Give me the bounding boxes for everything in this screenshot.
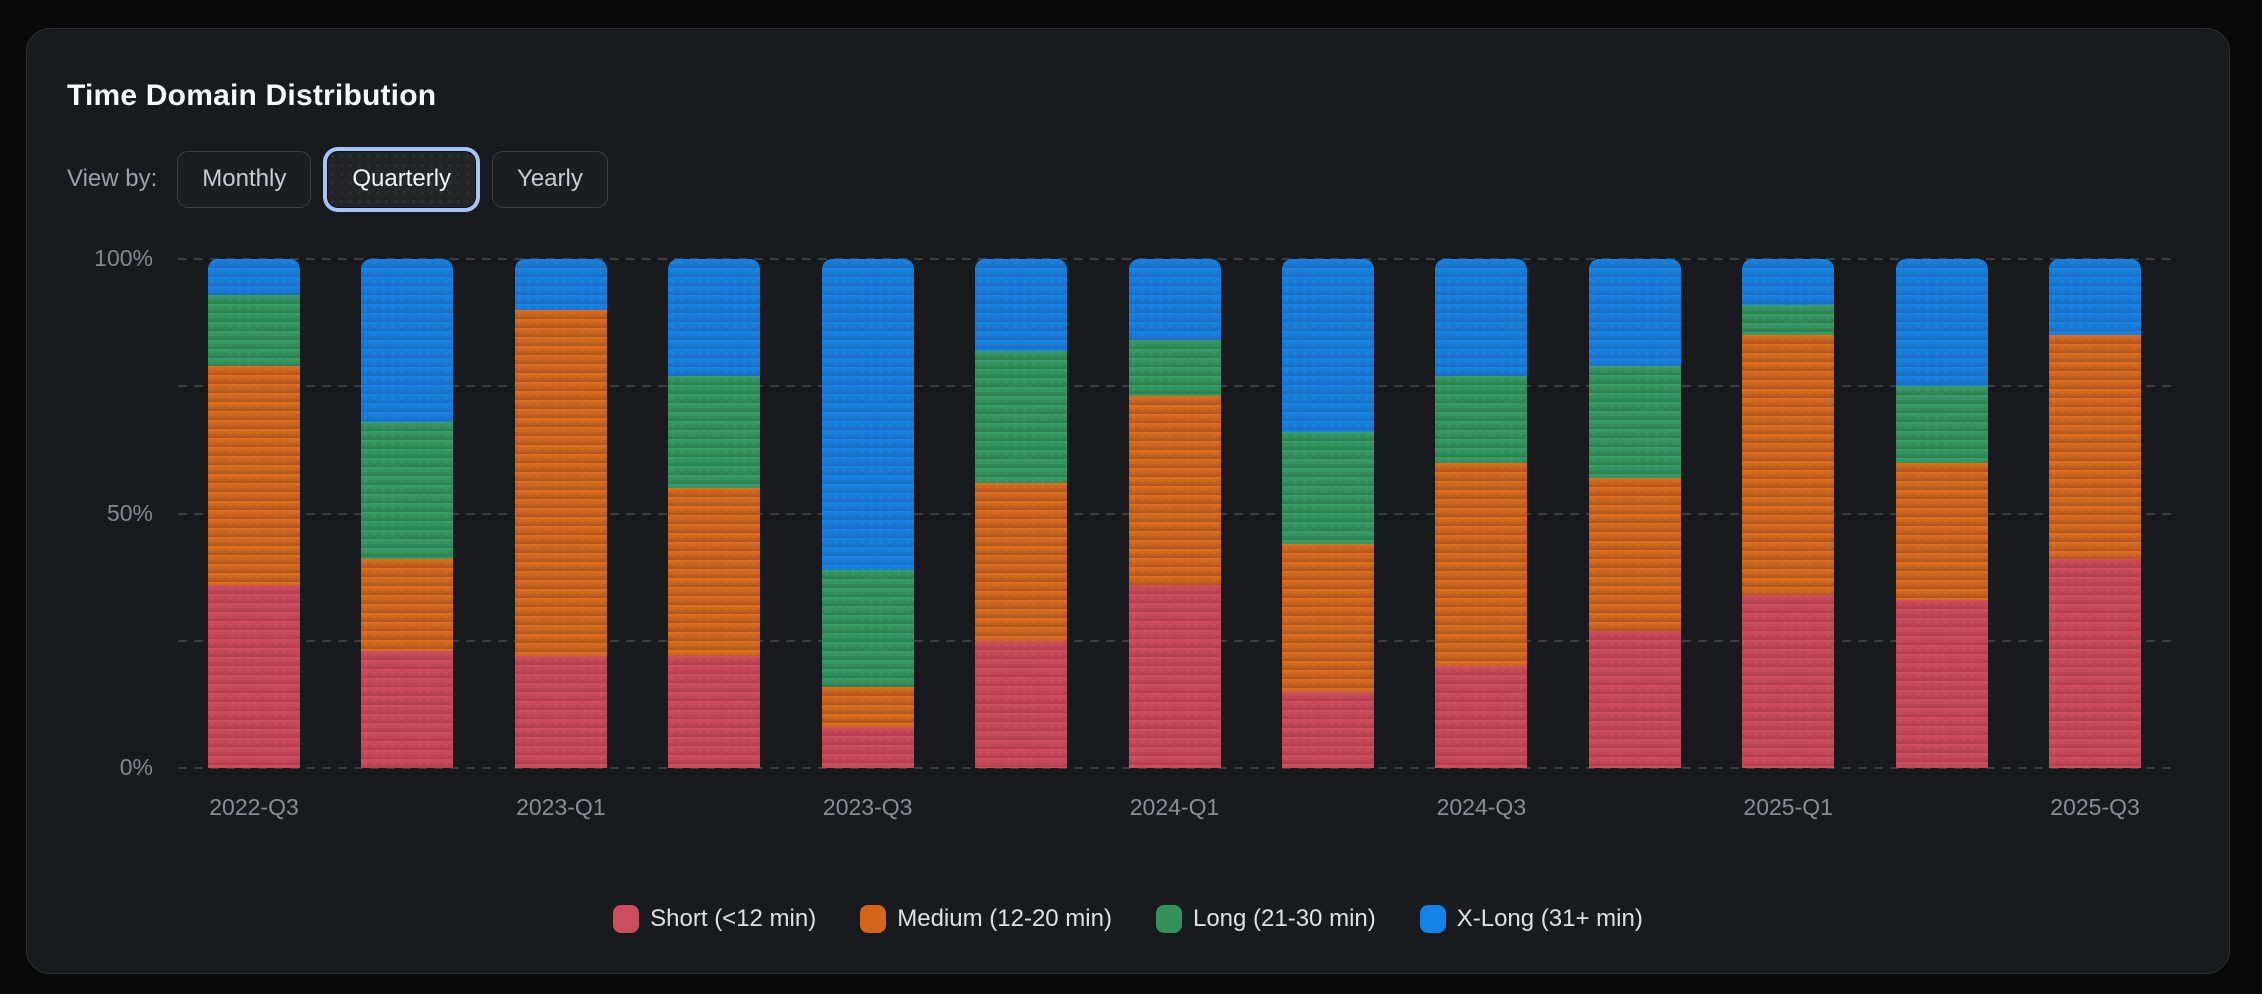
x-axis-label-2025-Q1: 2025-Q1 bbox=[1743, 794, 1833, 820]
bar-segment-2024-Q2-x-long[interactable] bbox=[1281, 259, 1374, 433]
bar-segment-2025-Q3-x-long[interactable] bbox=[2049, 259, 2142, 336]
x-axis-label-2023-Q1: 2023-Q1 bbox=[516, 794, 606, 820]
bar-segment-2024-Q4-short[interactable] bbox=[1588, 630, 1681, 768]
bar-segment-2025-Q2-medium[interactable] bbox=[1895, 462, 1988, 601]
bar-2024-Q3 bbox=[1435, 259, 1528, 768]
bar-segment-2024-Q3-short[interactable] bbox=[1435, 666, 1528, 768]
bar-segment-2025-Q2-x-long[interactable] bbox=[1895, 259, 1988, 387]
bar-2025-Q2 bbox=[1895, 259, 1988, 768]
bar-segment-2023-Q3-short[interactable] bbox=[821, 727, 914, 768]
legend-item-long[interactable]: Long (21-30 min) bbox=[1155, 905, 1376, 933]
view-by-label: View by: bbox=[67, 165, 158, 192]
view-by-quarterly-button[interactable]: Quarterly bbox=[327, 150, 477, 208]
x-axis-label-2025-Q3: 2025-Q3 bbox=[2050, 794, 2140, 820]
stacked-bar-chart bbox=[178, 258, 2171, 769]
bar-segment-2025-Q3-medium[interactable] bbox=[2049, 335, 2142, 560]
bar-segment-2024-Q1-x-long[interactable] bbox=[1128, 259, 1221, 341]
x-axis-label-2022-Q3: 2022-Q3 bbox=[209, 794, 299, 820]
bar-segment-2025-Q2-short[interactable] bbox=[1895, 600, 1988, 768]
bar-segment-2024-Q3-long[interactable] bbox=[1435, 376, 1528, 463]
bar-segment-2024-Q1-medium[interactable] bbox=[1128, 396, 1221, 585]
bar-segment-2023-Q1-short[interactable] bbox=[514, 656, 607, 768]
bar-segment-2023-Q2-short[interactable] bbox=[668, 656, 761, 768]
x-axis-label-2023-Q3: 2023-Q3 bbox=[822, 794, 913, 820]
bar-segment-2025-Q1-x-long[interactable] bbox=[1742, 259, 1835, 305]
bar-segment-2022-Q3-medium[interactable] bbox=[208, 365, 300, 585]
view-by-yearly-button[interactable]: Yearly bbox=[492, 150, 608, 208]
legend-item-medium[interactable]: Medium (12-20 min) bbox=[860, 905, 1112, 933]
bar-segment-2023-Q4-x-long[interactable] bbox=[975, 259, 1068, 351]
bar-segment-2025-Q1-short[interactable] bbox=[1742, 594, 1835, 768]
legend-swatch-icon bbox=[1419, 905, 1446, 933]
bar-2024-Q2 bbox=[1281, 259, 1374, 768]
bar-segment-2025-Q3-short[interactable] bbox=[2049, 559, 2142, 768]
bar-2022-Q4 bbox=[361, 259, 454, 768]
bar-segment-2024-Q1-long[interactable] bbox=[1128, 340, 1221, 397]
bar-segment-2025-Q1-long[interactable] bbox=[1742, 304, 1835, 336]
bar-segment-2022-Q4-medium[interactable] bbox=[361, 559, 454, 651]
bar-2024-Q4 bbox=[1588, 259, 1681, 768]
bar-segment-2023-Q3-x-long[interactable] bbox=[821, 259, 914, 570]
y-axis-label-100: 100% bbox=[94, 245, 153, 271]
bar-segment-2024-Q1-short[interactable] bbox=[1128, 584, 1221, 768]
bar-2023-Q3 bbox=[821, 259, 914, 768]
bar-segment-2024-Q4-medium[interactable] bbox=[1588, 477, 1681, 631]
y-axis-label-0: 0% bbox=[119, 754, 153, 780]
bar-segment-2025-Q1-medium[interactable] bbox=[1742, 335, 1835, 595]
bar-segment-2023-Q3-long[interactable] bbox=[821, 569, 914, 687]
bar-segment-2024-Q4-long[interactable] bbox=[1588, 365, 1681, 478]
legend-label: Medium (12-20 min) bbox=[897, 905, 1112, 932]
legend-item-short[interactable]: Short (<12 min) bbox=[613, 905, 816, 933]
chart-card: Time Domain Distribution View by: Monthl… bbox=[26, 28, 2230, 974]
y-axis-label-50: 50% bbox=[106, 499, 153, 526]
bar-segment-2022-Q4-x-long[interactable] bbox=[361, 259, 454, 422]
bar-segment-2023-Q4-medium[interactable] bbox=[975, 482, 1068, 641]
bar-2023-Q4 bbox=[975, 259, 1068, 768]
legend-label: X-Long (31+ min) bbox=[1456, 905, 1643, 932]
bar-segment-2024-Q2-medium[interactable] bbox=[1281, 544, 1374, 692]
legend-label: Long (21-30 min) bbox=[1192, 905, 1376, 932]
bar-2022-Q3 bbox=[208, 259, 300, 768]
bar-2025-Q3 bbox=[2049, 259, 2142, 768]
legend-label: Short (<12 min) bbox=[650, 905, 817, 932]
x-axis-label-2024-Q1: 2024-Q1 bbox=[1129, 794, 1220, 820]
bar-segment-2024-Q2-short[interactable] bbox=[1281, 691, 1374, 768]
bar-2024-Q1 bbox=[1128, 259, 1221, 768]
legend-item-x-long[interactable]: X-Long (31+ min) bbox=[1419, 905, 1643, 933]
legend-swatch-icon bbox=[613, 905, 640, 933]
bar-segment-2023-Q2-x-long[interactable] bbox=[668, 259, 761, 377]
bar-segment-2024-Q4-x-long[interactable] bbox=[1588, 259, 1681, 366]
bar-segment-2023-Q3-medium[interactable] bbox=[821, 686, 914, 728]
card-title: Time Domain Distribution bbox=[67, 79, 437, 112]
bar-2023-Q2 bbox=[668, 259, 761, 768]
bar-segment-2022-Q3-short[interactable] bbox=[208, 584, 300, 768]
bar-segment-2023-Q2-long[interactable] bbox=[668, 376, 761, 489]
bar-2025-Q1 bbox=[1742, 259, 1835, 768]
bar-segment-2023-Q1-medium[interactable] bbox=[514, 309, 607, 657]
bar-segment-2024-Q2-long[interactable] bbox=[1281, 432, 1374, 545]
view-by-controls: View by: Monthly Quarterly Yearly bbox=[67, 149, 608, 209]
bar-segment-2023-Q1-x-long[interactable] bbox=[514, 259, 607, 310]
bar-segment-2022-Q4-short[interactable] bbox=[361, 650, 454, 768]
view-by-monthly-button[interactable]: Monthly bbox=[177, 150, 312, 208]
bar-segment-2025-Q2-long[interactable] bbox=[1895, 386, 1988, 463]
bar-2023-Q1 bbox=[514, 259, 607, 768]
bar-segment-2022-Q3-x-long[interactable] bbox=[208, 259, 300, 295]
chart-legend: Short (<12 min) Medium (12-20 min) Long (2… bbox=[27, 905, 2229, 933]
bar-segment-2023-Q4-long[interactable] bbox=[975, 350, 1068, 483]
bar-segment-2023-Q2-medium[interactable] bbox=[668, 488, 761, 657]
bar-segment-2023-Q4-short[interactable] bbox=[975, 640, 1068, 768]
bar-segment-2022-Q3-long[interactable] bbox=[208, 294, 300, 366]
x-axis-label-2024-Q3: 2024-Q3 bbox=[1436, 794, 1527, 820]
gridline-0 bbox=[178, 767, 2171, 769]
legend-swatch-icon bbox=[860, 905, 887, 933]
bar-segment-2022-Q4-long[interactable] bbox=[361, 421, 454, 560]
bar-segment-2024-Q3-medium[interactable] bbox=[1435, 462, 1528, 667]
gridline-100 bbox=[178, 258, 2171, 260]
bar-segment-2024-Q3-x-long[interactable] bbox=[1435, 259, 1528, 377]
legend-swatch-icon bbox=[1155, 905, 1182, 933]
